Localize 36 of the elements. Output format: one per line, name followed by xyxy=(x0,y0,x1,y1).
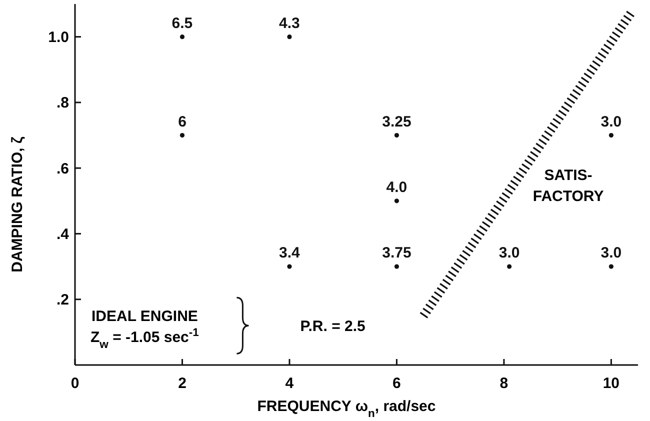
x-tick-label: 10 xyxy=(602,375,620,392)
point xyxy=(287,34,292,40)
annotation: 6.5 xyxy=(172,14,193,32)
annotation: 3.25 xyxy=(382,113,412,130)
point xyxy=(608,132,614,138)
point xyxy=(394,264,400,269)
y-tick-label: 1.0 xyxy=(48,29,69,46)
annotation: 6 xyxy=(178,113,186,130)
y-tick-label: .8 xyxy=(56,94,69,112)
annotation: SATIS- FACTORY xyxy=(532,167,604,205)
annotation: P.R. = 2.5 xyxy=(300,318,366,335)
annotation: 3.0 xyxy=(600,113,622,130)
point xyxy=(507,264,512,269)
annotation: 4.3 xyxy=(279,14,300,32)
annotation: IDEAL ENGINE Z$_{w}$ = -1.05 sec$^{-1}$ xyxy=(90,308,199,352)
point xyxy=(394,132,400,138)
point xyxy=(180,34,185,40)
annotation: 4.0 xyxy=(386,178,408,196)
annotation: 3.0 xyxy=(498,244,520,262)
x-tick-label: 6 xyxy=(392,375,401,392)
annotation: 3.4 xyxy=(279,244,301,262)
point xyxy=(608,264,614,269)
x-axis-title: FREQUENCY ω$_{n}$, rad/sec xyxy=(257,398,436,420)
x-tick-label: 2 xyxy=(178,375,186,392)
point xyxy=(180,132,185,138)
point xyxy=(287,264,292,269)
annotation: 3.0 xyxy=(600,244,622,262)
point xyxy=(394,198,400,204)
x-tick-label: 0 xyxy=(70,375,80,392)
annotation: 3.75 xyxy=(382,244,412,262)
x-tick-label: 4 xyxy=(285,375,294,392)
x-tick-label: 8 xyxy=(500,375,508,392)
y-tick-label: .6 xyxy=(56,160,69,178)
y-tick-label: .2 xyxy=(56,292,69,309)
y-axis-title: DAMPING RATIO, ζ xyxy=(9,136,26,272)
y-tick-label: .4 xyxy=(56,226,70,243)
